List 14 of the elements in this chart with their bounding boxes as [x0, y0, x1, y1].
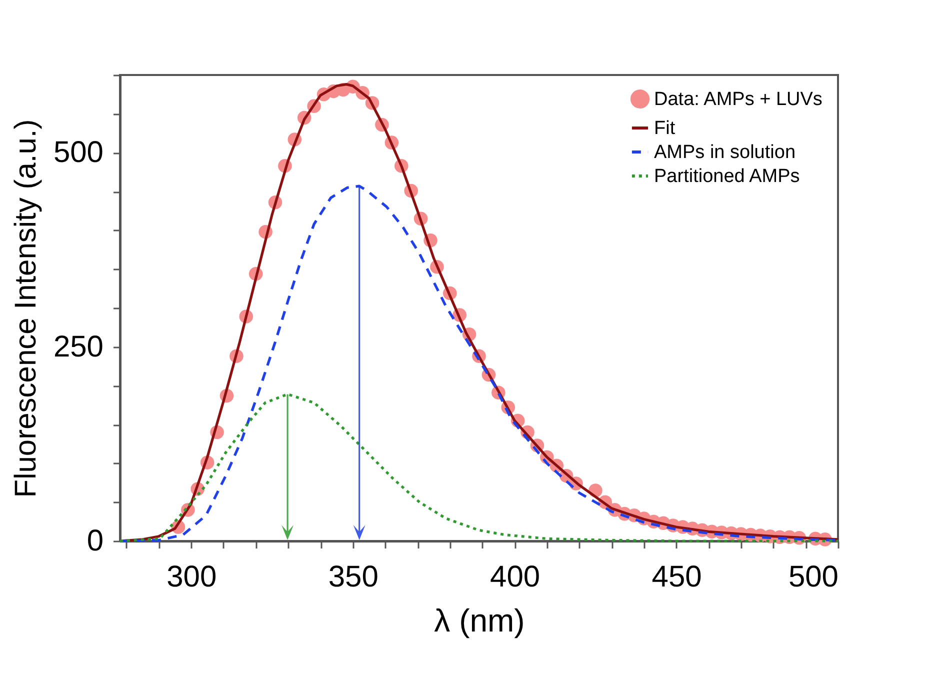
legend-label: Partitioned AMPs — [654, 166, 800, 187]
x-tick-label: 400 — [490, 560, 540, 594]
x-tick-label: 350 — [328, 560, 378, 594]
x-tick-label: 500 — [788, 560, 838, 594]
legend-label: Data: AMPs + LUVs — [654, 89, 822, 110]
y-tick-label: 500 — [53, 136, 104, 170]
x-axis-title: λ (nm) — [434, 602, 525, 638]
x-tick-label: 450 — [652, 560, 702, 594]
y-axis-title: Fluorescence Intensity (a.u.) — [9, 119, 42, 498]
legend-label: AMPs in solution — [654, 142, 796, 163]
y-tick-label: 250 — [53, 330, 104, 364]
y-tick-label: 0 — [86, 524, 104, 558]
legend-label: Fit — [654, 118, 676, 139]
x-tick-label: 300 — [166, 560, 217, 594]
